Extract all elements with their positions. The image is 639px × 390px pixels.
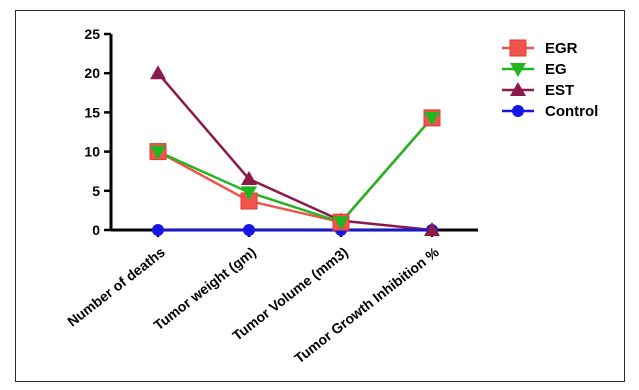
data-point-est (241, 171, 257, 186)
y-tick-label: 20 (84, 65, 100, 81)
legend-label-est: EST (545, 82, 574, 99)
data-point-eg (424, 111, 440, 126)
data-point-eg (150, 145, 166, 160)
y-tick-label: 25 (84, 26, 100, 42)
y-axis-ticks: 0 5 10 15 20 25 (84, 26, 111, 238)
legend-label-egr: EGR (545, 40, 578, 57)
legend-marker-egr (509, 39, 527, 57)
x-tick-label: Tumor Growth Inhibition % (291, 243, 442, 366)
data-point-control (243, 224, 255, 236)
figure-frame (15, 10, 625, 382)
y-tick-label: 5 (92, 183, 100, 199)
data-point-est (150, 65, 166, 80)
data-point-est (424, 222, 440, 236)
series-markers (149, 65, 441, 236)
y-tick-label: 0 (92, 222, 100, 238)
y-tick-label: 15 (84, 104, 100, 120)
legend-label-control: Control (545, 103, 598, 120)
data-point-eg (333, 216, 349, 231)
y-tick-label: 10 (84, 144, 100, 160)
legend: EGR EG EST Control (502, 39, 598, 120)
x-tick-label: Number of deaths (64, 244, 168, 330)
legend-marker-eg (510, 63, 526, 77)
legend-label-eg: EG (545, 61, 567, 78)
series-line-eg (157, 117, 433, 224)
series-line-est (157, 72, 433, 232)
legend-marker-est (510, 82, 526, 96)
legend-marker-control (512, 105, 524, 117)
data-point-control (152, 224, 164, 236)
series-lines (157, 72, 433, 232)
data-point-eg (241, 186, 257, 201)
